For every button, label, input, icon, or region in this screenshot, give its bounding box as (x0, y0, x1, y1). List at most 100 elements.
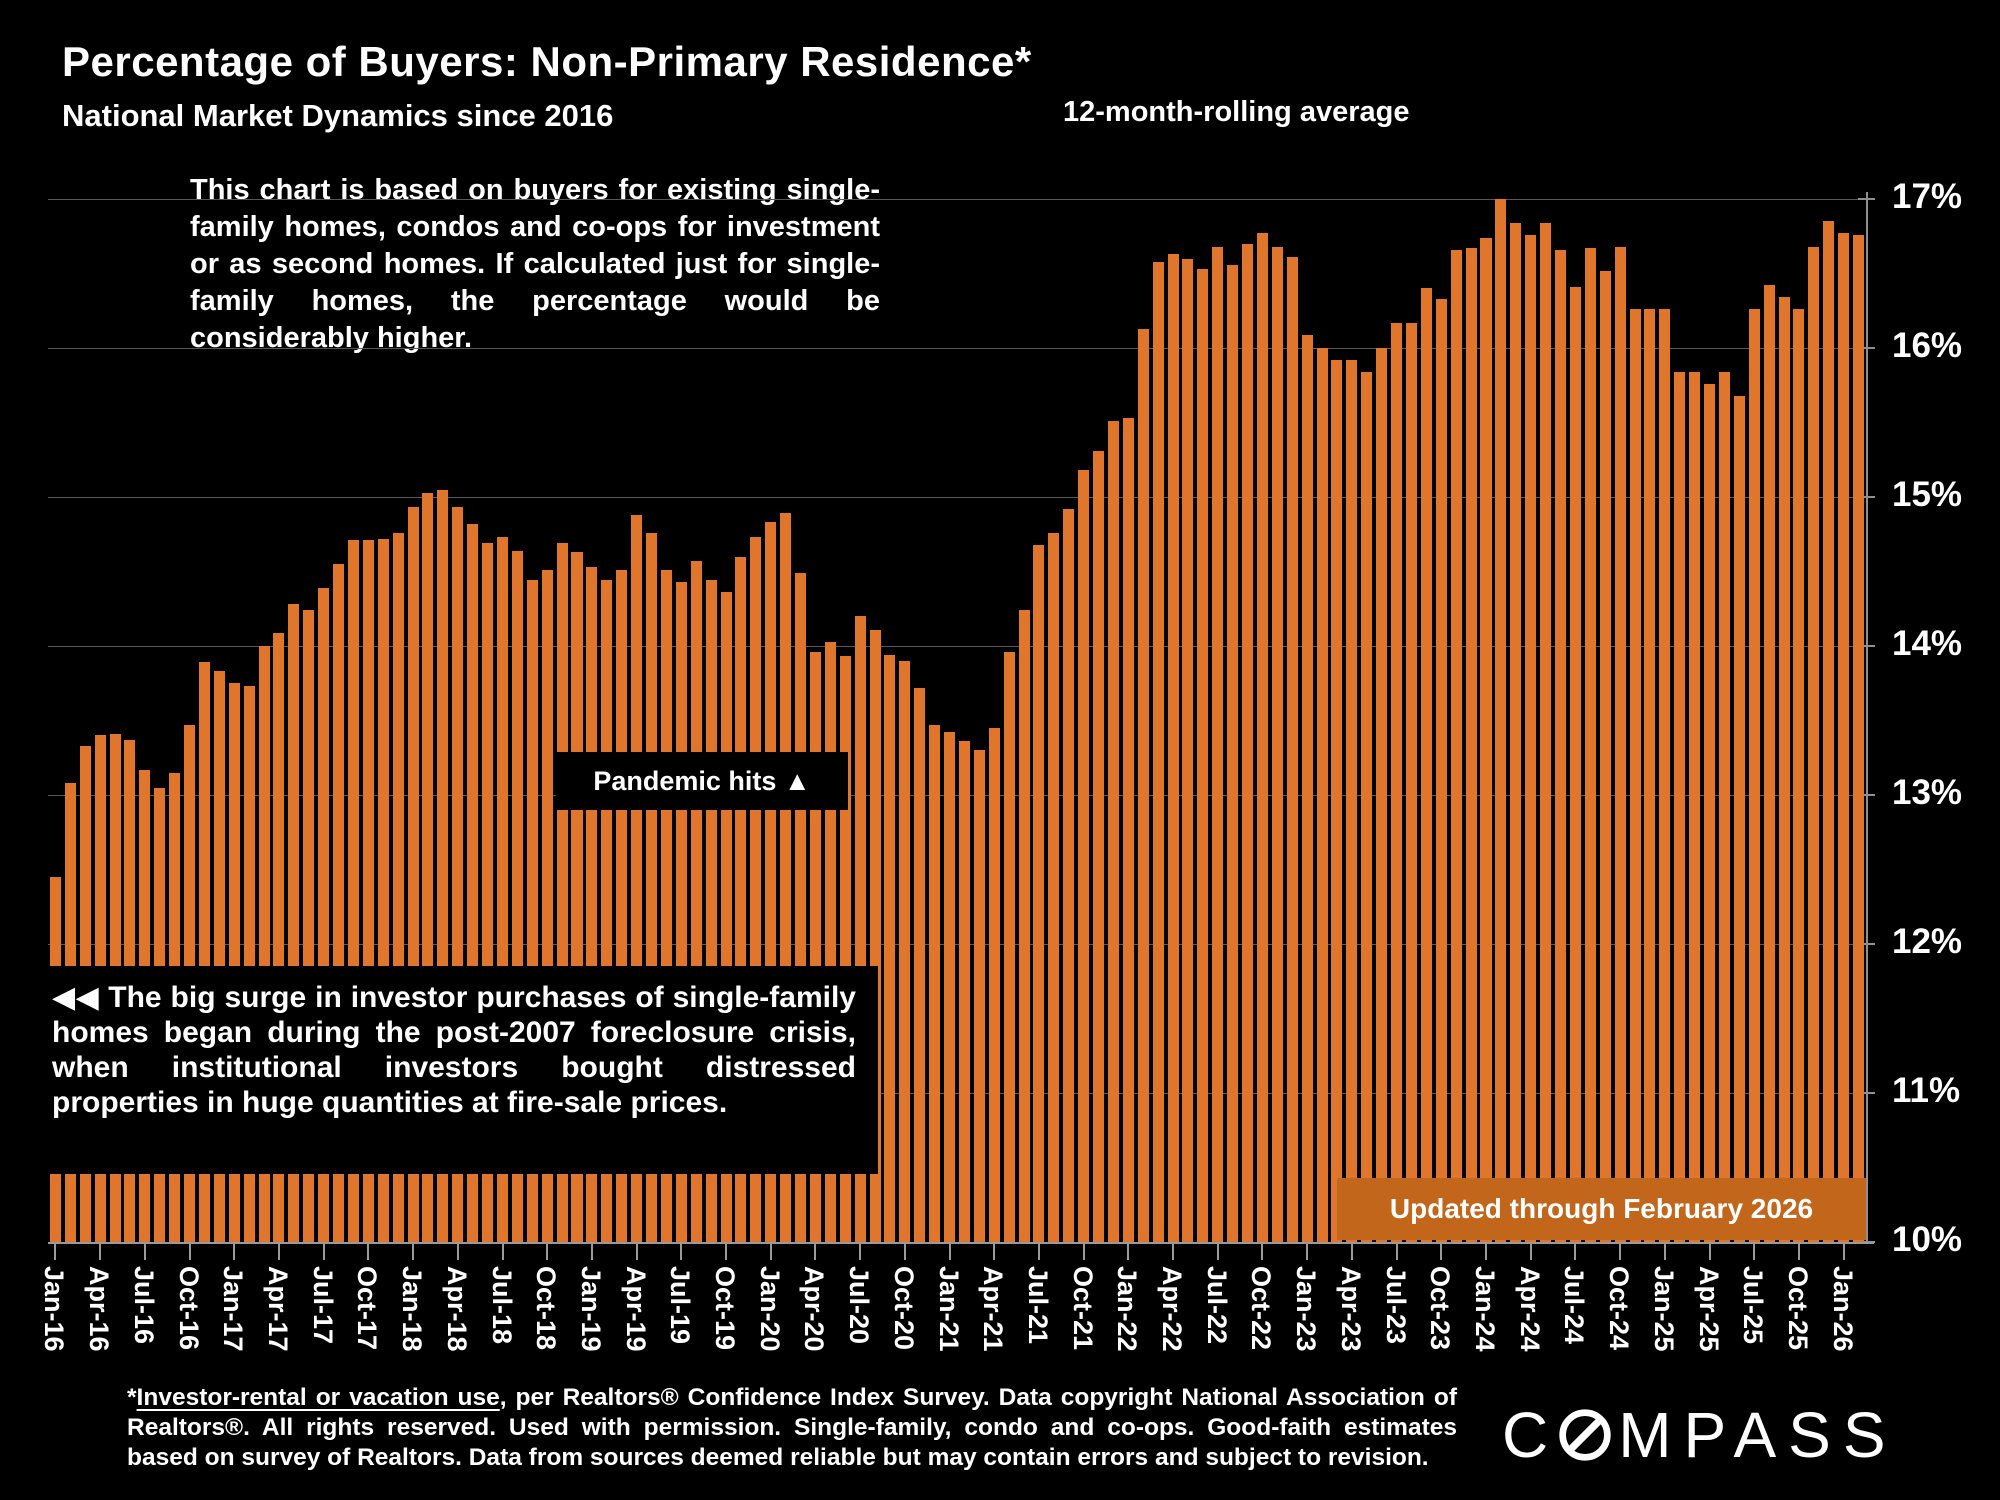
x-axis-label-Apr-23: Apr-23 (1335, 1266, 1366, 1352)
x-axis-tick (1127, 1244, 1130, 1260)
bar-Dec-23 (1465, 248, 1477, 1242)
bar-Nov-18 (556, 543, 568, 1242)
bar-Feb-24 (1495, 199, 1507, 1242)
bar-Sep-25 (1778, 297, 1790, 1242)
x-axis-label-Jul-20: Jul-20 (844, 1266, 875, 1345)
x-axis-label-Apr-20: Apr-20 (799, 1266, 830, 1352)
bar-Apr-21 (988, 727, 1000, 1242)
x-axis-tick (54, 1244, 57, 1260)
bar-Oct-24 (1614, 246, 1626, 1242)
bar-Jul-17 (318, 587, 330, 1242)
bar-Feb-20 (780, 513, 792, 1242)
bar-Feb-26 (1853, 234, 1865, 1242)
bar-Jul-22 (1212, 246, 1224, 1242)
y-axis-label-15pct: 15% (1892, 475, 1963, 514)
x-axis-tick (233, 1244, 236, 1260)
bar-Jan-18 (407, 507, 419, 1242)
x-axis-label-Oct-22: Oct-22 (1246, 1266, 1277, 1351)
x-axis-tick (725, 1244, 728, 1260)
x-axis-label-Jan-17: Jan-17 (218, 1266, 249, 1352)
compass-logo: C MPASS (1502, 1398, 1898, 1472)
bar-Dec-22 (1286, 257, 1298, 1242)
x-axis-label-Apr-22: Apr-22 (1157, 1266, 1188, 1352)
x-axis-tick (1440, 1244, 1443, 1260)
bar-Mar-21 (973, 750, 985, 1242)
bar-Aug-25 (1763, 285, 1775, 1242)
x-axis-tick (993, 1244, 996, 1260)
bar-May-19 (646, 532, 658, 1242)
bar-Jun-23 (1376, 348, 1388, 1242)
x-axis-label-Oct-24: Oct-24 (1604, 1266, 1635, 1351)
x-axis-label-Apr-24: Apr-24 (1514, 1266, 1545, 1352)
x-axis-label-Jul-19: Jul-19 (665, 1266, 696, 1345)
x-axis-tick (859, 1244, 862, 1260)
x-axis-tick (680, 1244, 683, 1260)
bar-Jan-21 (944, 732, 956, 1242)
bar-May-18 (467, 523, 479, 1242)
bar-Mar-22 (1152, 261, 1164, 1242)
x-axis-tick (367, 1244, 370, 1260)
bar-Oct-17 (362, 540, 374, 1242)
bar-Aug-21 (1048, 532, 1060, 1242)
bar-Oct-19 (720, 592, 732, 1242)
bar-Nov-22 (1271, 246, 1283, 1242)
x-axis-label-Jul-18: Jul-18 (486, 1266, 517, 1345)
x-axis-label-Oct-20: Oct-20 (888, 1266, 919, 1351)
bar-Dec-18 (571, 552, 583, 1242)
footnote-rest: , per Realtors® Confidence Index Survey.… (127, 1384, 1457, 1471)
bar-Sep-23 (1420, 288, 1432, 1242)
compass-logo-prefix: C (1502, 1399, 1561, 1471)
x-axis-tick (769, 1244, 772, 1260)
x-axis-label-Oct-18: Oct-18 (531, 1266, 562, 1351)
x-axis-tick (1485, 1244, 1487, 1260)
bar-Jul-20 (854, 616, 866, 1242)
x-axis-tick (1753, 1244, 1756, 1260)
bar-May-20 (824, 641, 836, 1242)
bar-Jan-17 (228, 683, 240, 1242)
x-axis-tick (1708, 1244, 1711, 1260)
bar-Jun-19 (660, 570, 672, 1242)
x-axis-label-Oct-21: Oct-21 (1067, 1266, 1098, 1351)
bar-Dec-25 (1823, 221, 1835, 1242)
bar-Nov-19 (735, 556, 747, 1242)
x-axis-label-Jul-24: Jul-24 (1559, 1266, 1590, 1345)
bar-Jul-21 (1033, 544, 1045, 1242)
bar-Apr-25 (1704, 383, 1716, 1242)
bar-Aug-20 (869, 629, 881, 1242)
bar-Apr-23 (1346, 359, 1358, 1242)
x-axis-tick (1797, 1244, 1800, 1260)
x-axis-label-Jan-25: Jan-25 (1648, 1266, 1679, 1352)
bar-Jan-20 (765, 522, 777, 1242)
x-axis-tick (1082, 1244, 1085, 1260)
bar-Nov-17 (377, 538, 389, 1242)
bar-Oct-22 (1256, 233, 1268, 1242)
y-axis-label-11pct: 11% (1892, 1071, 1961, 1110)
bar-Jan-23 (1301, 334, 1313, 1242)
bar-Feb-22 (1137, 328, 1149, 1242)
x-axis-label-Jul-21: Jul-21 (1022, 1266, 1053, 1345)
x-axis-label-Oct-17: Oct-17 (352, 1266, 383, 1351)
bar-Jan-19 (586, 567, 598, 1242)
bar-Apr-19 (631, 514, 643, 1242)
bar-May-23 (1361, 371, 1373, 1242)
bar-Mar-17 (258, 646, 270, 1242)
y-axis-label-14pct: 14% (1892, 624, 1963, 663)
bar-Oct-23 (1435, 298, 1447, 1242)
bar-Jun-21 (1018, 610, 1030, 1242)
bar-Feb-18 (422, 492, 434, 1242)
y-axis-line (1866, 192, 1868, 1243)
x-axis-tick (1842, 1244, 1845, 1260)
bar-May-25 (1718, 371, 1730, 1242)
bar-Mar-18 (437, 489, 449, 1242)
x-axis-tick (1306, 1244, 1309, 1260)
page-title: Percentage of Buyers: Non-Primary Reside… (62, 38, 1032, 85)
bar-Jun-24 (1555, 249, 1567, 1242)
bar-Nov-16 (198, 662, 210, 1242)
x-axis-label-Apr-21: Apr-21 (978, 1266, 1009, 1352)
bar-Jul-19 (675, 581, 687, 1242)
bar-May-21 (1003, 651, 1015, 1242)
gridline-15pct (48, 497, 1866, 498)
bar-Jul-25 (1748, 309, 1760, 1242)
bar-Mar-23 (1331, 359, 1343, 1242)
x-axis-label-Jul-25: Jul-25 (1738, 1266, 1769, 1345)
